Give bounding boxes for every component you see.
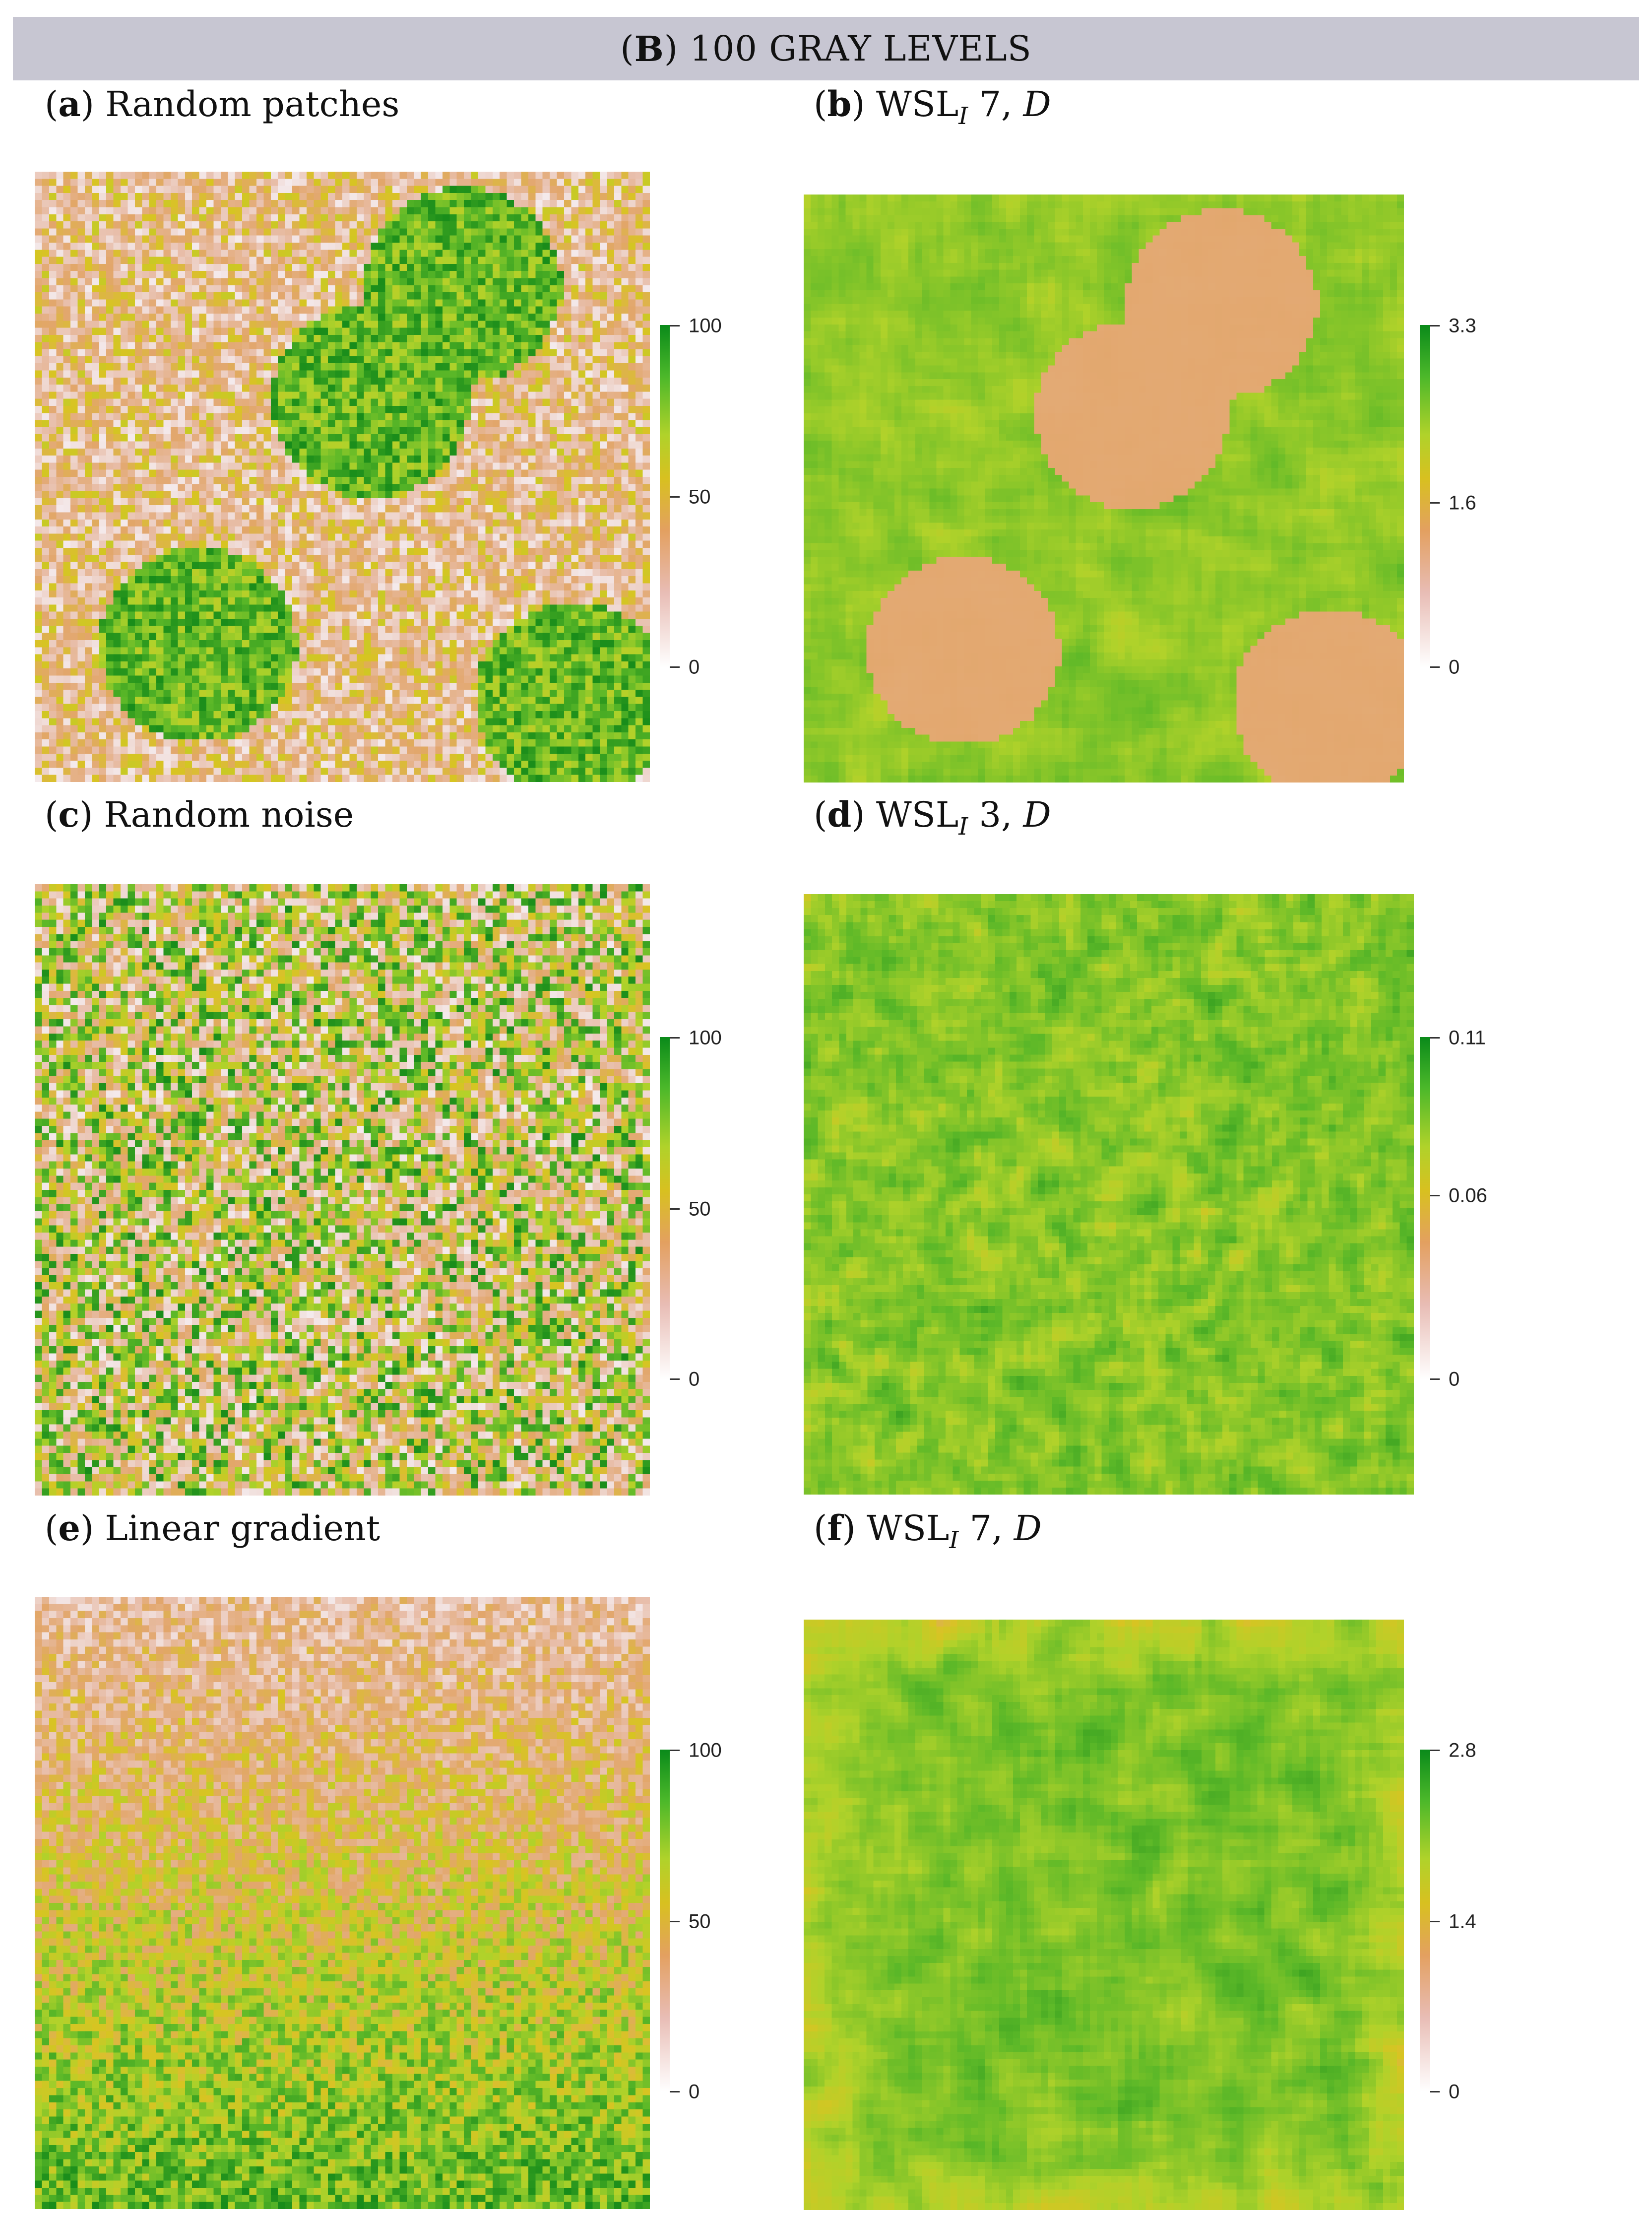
map-wsl-patches bbox=[804, 195, 1404, 783]
legend-a: 100 50 0 bbox=[660, 315, 759, 678]
legend-label-max: 3.3 bbox=[1449, 315, 1476, 337]
figure-banner: (B) 100 GRAY LEVELS bbox=[13, 17, 1639, 80]
map-random-patches bbox=[35, 172, 650, 782]
legend-label-mid: 1.4 bbox=[1449, 1910, 1476, 1933]
legend-label-min: 0 bbox=[689, 656, 700, 678]
legend-label-max: 2.8 bbox=[1449, 1739, 1476, 1762]
legend-label-max: 100 bbox=[689, 1739, 722, 1762]
legend-c: 100 50 0 bbox=[660, 1027, 759, 1390]
legend-d: 0.11 0.06 0 bbox=[1420, 1027, 1519, 1390]
map-linear-gradient bbox=[35, 1597, 650, 2209]
caption-e: (e) Linear gradient bbox=[45, 1507, 381, 1549]
legend-colorbar bbox=[660, 325, 670, 667]
legend-label-min: 0 bbox=[689, 1368, 700, 1390]
legend-label-mid: 0.06 bbox=[1449, 1184, 1487, 1207]
legend-label-mid: 50 bbox=[689, 1910, 711, 1933]
caption-c: (c) Random noise bbox=[45, 794, 354, 835]
legend-label-max: 100 bbox=[689, 315, 722, 337]
caption-f: (f) WSLI 7, D bbox=[814, 1507, 1042, 1554]
banner-bold-label: B bbox=[634, 28, 664, 69]
legend-label-min: 0 bbox=[1449, 2081, 1460, 2103]
legend-label-mid: 1.6 bbox=[1449, 492, 1476, 514]
legend-label-mid: 50 bbox=[689, 486, 711, 508]
legend-colorbar bbox=[1420, 1750, 1430, 2092]
caption-d: (d) WSLI 3, D bbox=[814, 794, 1051, 841]
caption-a: (a) Random patches bbox=[45, 83, 400, 125]
legend-colorbar bbox=[1420, 1037, 1430, 1379]
legend-label-min: 0 bbox=[1449, 656, 1460, 678]
legend-label-max: 100 bbox=[689, 1027, 722, 1049]
legend-colorbar bbox=[660, 1750, 670, 2092]
legend-f: 2.8 1.4 0 bbox=[1420, 1740, 1519, 2103]
map-random-noise bbox=[35, 884, 650, 1496]
legend-label-mid: 50 bbox=[689, 1198, 711, 1220]
legend-label-max: 0.11 bbox=[1449, 1027, 1486, 1049]
legend-colorbar bbox=[660, 1037, 670, 1379]
map-wsl-noise bbox=[804, 894, 1414, 1495]
legend-e: 100 50 0 bbox=[660, 1740, 759, 2103]
legend-b: 3.3 1.6 0 bbox=[1420, 315, 1519, 678]
legend-label-min: 0 bbox=[1449, 1368, 1460, 1390]
legend-colorbar bbox=[1420, 325, 1430, 667]
banner-title: 100 GRAY LEVELS bbox=[690, 28, 1032, 69]
map-wsl-gradient bbox=[804, 1620, 1404, 2210]
legend-label-min: 0 bbox=[689, 2081, 700, 2103]
caption-b: (b) WSLI 7, D bbox=[814, 83, 1051, 130]
